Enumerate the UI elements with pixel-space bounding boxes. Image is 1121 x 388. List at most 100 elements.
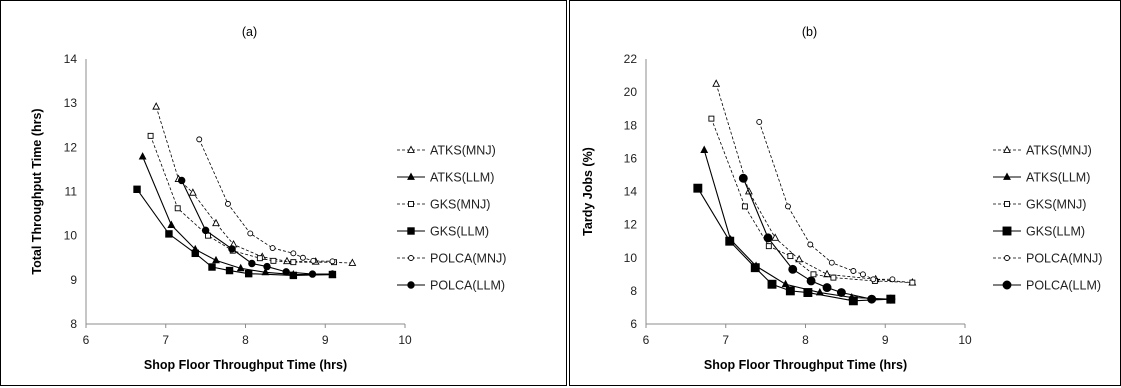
chart-b-data-point (738, 173, 748, 183)
chart-a-data-point (290, 250, 297, 257)
chart-a-data-point (283, 256, 291, 265)
chart-b-x-axis-label: Shop Floor Throughput Time (hrs) (704, 358, 907, 372)
chart-b-data-point (830, 274, 837, 281)
chart-b-data-point (870, 276, 877, 283)
chart-a-legend-label: ATKS(LLM) (430, 171, 494, 185)
chart-a-data-point (348, 258, 357, 266)
chart-b-data-point (909, 279, 916, 286)
chart-b-data-point (787, 253, 794, 260)
chart-b-data-point (806, 276, 816, 286)
chart-a-series-atks-llm (138, 152, 337, 278)
chart-b-legend-label: GKS(MNJ) (1026, 198, 1086, 212)
chart-a-svg: (a) 8 9 10 11 12 13 14 6 7 8 9 10 Shop Floor Throughp… (30, 25, 506, 372)
chart-a-data-point (208, 263, 216, 271)
chart-a-series-gks-llm (133, 185, 337, 280)
chart-a-x-axis-label: Shop Floor Throughput Time (hrs) (144, 358, 347, 372)
chart-b-data-point (822, 283, 832, 293)
chart-b-y-tick-label: 10 (624, 251, 638, 265)
chart-b-legend-marker (1002, 226, 1012, 236)
chart-a-data-point (225, 266, 234, 275)
chart-a-legend-marker (407, 172, 415, 180)
chart-a-legend-marker (408, 255, 414, 261)
chart-a-series-gks-mnj (147, 132, 337, 266)
chart-b-series-polca-llm (738, 173, 896, 304)
chart-b-data-point (836, 288, 846, 297)
chart-a-legend-label: ATKS(MNJ) (430, 144, 496, 158)
chart-b-data-point (741, 203, 748, 210)
chart-a-data-point (177, 176, 186, 185)
chart-b-data-point (750, 263, 760, 273)
chart-b-data-point (700, 145, 709, 153)
chart-b-data-point (828, 259, 835, 266)
chart-a-chart-title: (a) (242, 25, 257, 39)
chart-a-data-point (256, 255, 263, 262)
chart-a-data-point (248, 259, 256, 268)
chart-a-data-point (290, 259, 297, 266)
chart-a-x-tick-label: 8 (242, 333, 249, 347)
chart-a-legend-item: GKS(MNJ) (397, 198, 490, 212)
chart-b-data-point (771, 233, 780, 241)
chart-b-y-tick-label: 8 (630, 284, 637, 298)
chart-a-y-tick-label: 10 (64, 229, 78, 243)
chart-b-y-tick-label: 6 (630, 317, 637, 331)
chart-b-chart-title: (b) (802, 25, 817, 39)
chart-a-y-axis-label: Total Throughput Time (hrs) (30, 108, 44, 274)
chart-a-data-point (228, 245, 236, 253)
chart-a-legend-marker (408, 201, 414, 207)
chart-b-data-point (693, 183, 703, 193)
chart-a-data-point (328, 270, 337, 278)
chart-b-svg: (b) 6 8 10 12 14 16 18 20 22 6 7 8 9 10 Shop Floor Thro… (581, 25, 1102, 372)
chart-a-series-line (150, 135, 335, 263)
chart-a-legend-item: ATKS(LLM) (397, 171, 494, 185)
chart-a-data-point (152, 102, 161, 110)
chart-a-data-point (167, 220, 176, 228)
chart-a-data-point (174, 205, 181, 212)
chart-panel-a: (a) 8 9 10 11 12 13 14 6 7 8 9 10 Shop Floor Throughp… (0, 0, 567, 386)
chart-b-legend-label: GKS(LLM) (1026, 225, 1085, 239)
chart-b-legend-item: POLCA(MNJ) (993, 252, 1102, 266)
chart-b-legend-item: GKS(LLM) (993, 225, 1085, 239)
chart-a-data-point (308, 270, 317, 278)
chart-a-legend-item: POLCA(LLM) (397, 279, 505, 293)
chart-a-legend-item: GKS(LLM) (397, 225, 489, 239)
chart-b-series-line (758, 121, 893, 280)
chart-b-legend-item: GKS(MNJ) (993, 198, 1086, 212)
chart-a-y-tick-label: 11 (65, 185, 78, 199)
chart-a-x-tick-label: 6 (83, 333, 90, 347)
chart-a-data-point (212, 218, 220, 227)
chart-a-x-tick-label: 10 (398, 333, 412, 347)
chart-b-y-tick-label: 20 (624, 85, 638, 99)
chart-a-y-tick-label: 8 (70, 317, 77, 331)
chart-a-data-point (212, 255, 220, 264)
chart-b-legend-label: POLCA(MNJ) (1026, 252, 1102, 266)
chart-b-data-point (886, 294, 896, 304)
chart-a-series-line (181, 180, 333, 275)
chart-a-data-point (133, 185, 141, 193)
chart-a-data-point (299, 254, 306, 261)
chart-a-data-point (225, 200, 231, 207)
chart-a-y-tick-label: 12 (64, 140, 78, 154)
chart-b-legend-marker (1004, 255, 1010, 261)
chart-a-series-polca-llm (177, 176, 337, 278)
chart-b-legend-marker (1004, 201, 1010, 207)
chart-a-data-point (329, 258, 336, 265)
chart-a-legend-marker (407, 227, 415, 235)
chart-b-data-point (763, 233, 773, 243)
chart-b-data-point (712, 79, 721, 87)
chart-b-data-point (725, 236, 735, 246)
chart-b-data-point (807, 241, 814, 248)
chart-a-data-point (282, 268, 290, 276)
chart-b-y-tick-label: 16 (624, 151, 638, 165)
chart-b-y-axis-label: Tardy Jobs (%) (581, 147, 595, 236)
chart-a-y-tick-label: 13 (64, 96, 78, 110)
chart-a-legend-label: POLCA(MNJ) (430, 252, 506, 266)
chart-a-legend-label: GKS(LLM) (430, 225, 489, 239)
chart-b-data-point (785, 203, 791, 210)
chart-b-series-gks-llm (693, 183, 896, 306)
chart-b-series-line (742, 178, 891, 300)
chart-a-data-point (270, 257, 277, 264)
chart-b-y-tick-label: 22 (624, 52, 638, 66)
chart-a-series-line (198, 139, 333, 262)
chart-b-legend-label: ATKS(MNJ) (1026, 144, 1092, 158)
chart-b-data-point (859, 271, 866, 278)
